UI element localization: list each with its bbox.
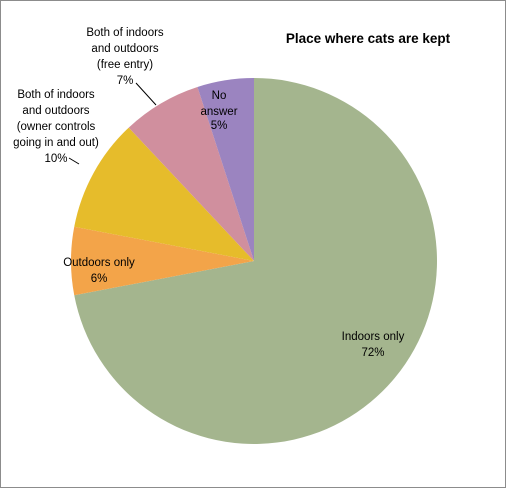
value-label: 6% [90, 273, 108, 285]
slice-label: Indoors only [341, 331, 405, 343]
leader-line [68, 157, 80, 165]
pie-slice [71, 226, 254, 296]
slice-label: Both of indoors and outdoors (free entry… [86, 27, 164, 71]
value-label: 5% [210, 120, 228, 132]
value-label: 7% [116, 75, 134, 87]
leader-line [135, 82, 157, 106]
slice-label: Both of indoors and outdoors (owner cont… [13, 89, 99, 149]
pie-slice [74, 78, 437, 444]
value-label: 10% [44, 153, 68, 165]
pie-slice [128, 86, 254, 261]
pie-slice [74, 127, 255, 261]
pie-slice [197, 78, 254, 261]
slice-label: Outdoors only [63, 257, 135, 269]
slice-label: No answer [200, 90, 238, 118]
chart-title: Place where cats are kept [285, 31, 451, 46]
value-label: 72% [361, 347, 385, 359]
